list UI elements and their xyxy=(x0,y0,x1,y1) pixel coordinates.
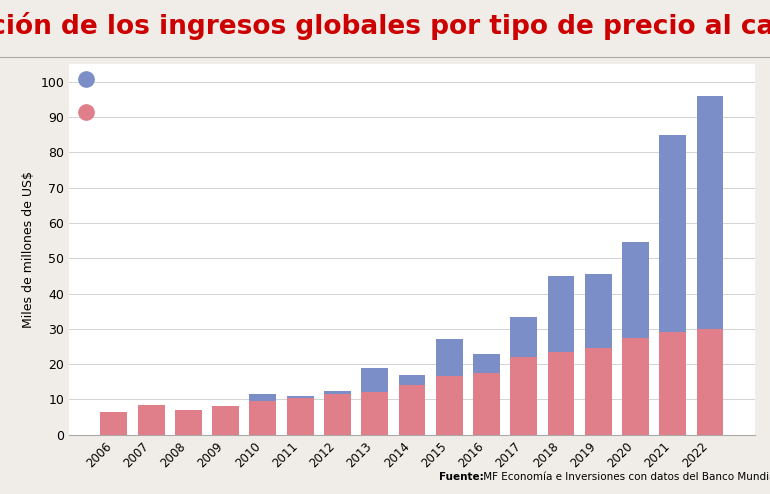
Bar xyxy=(249,401,276,435)
Bar xyxy=(399,375,425,385)
Text: Fuente:: Fuente: xyxy=(439,472,484,482)
Bar xyxy=(473,354,500,373)
Bar xyxy=(547,352,574,435)
Bar xyxy=(659,135,686,332)
Bar xyxy=(547,276,574,352)
Bar xyxy=(436,376,463,435)
Bar xyxy=(659,332,686,435)
Bar xyxy=(473,373,500,435)
Bar xyxy=(138,405,165,435)
Bar xyxy=(585,274,611,348)
Bar xyxy=(175,410,202,435)
Bar xyxy=(436,339,463,376)
Bar xyxy=(585,348,611,435)
Bar xyxy=(697,96,724,329)
Text: Evolución de los ingresos globales por tipo de precio al carbono: Evolución de los ingresos globales por t… xyxy=(0,12,770,41)
Bar xyxy=(361,392,388,435)
Bar xyxy=(622,338,649,435)
Bar xyxy=(324,391,351,394)
Y-axis label: Miles de millones de US$: Miles de millones de US$ xyxy=(22,171,35,328)
Bar xyxy=(399,385,425,435)
Bar xyxy=(286,398,313,435)
Bar xyxy=(511,317,537,357)
Text: MF Economía e Inversiones con datos del Banco Mundial.: MF Economía e Inversiones con datos del … xyxy=(480,472,770,482)
Bar xyxy=(622,243,649,338)
Bar xyxy=(697,329,724,435)
Bar xyxy=(324,394,351,435)
Bar xyxy=(511,357,537,435)
Bar xyxy=(213,407,239,435)
Bar xyxy=(100,412,127,435)
Bar xyxy=(249,394,276,401)
Bar xyxy=(361,368,388,392)
Bar xyxy=(286,396,313,398)
